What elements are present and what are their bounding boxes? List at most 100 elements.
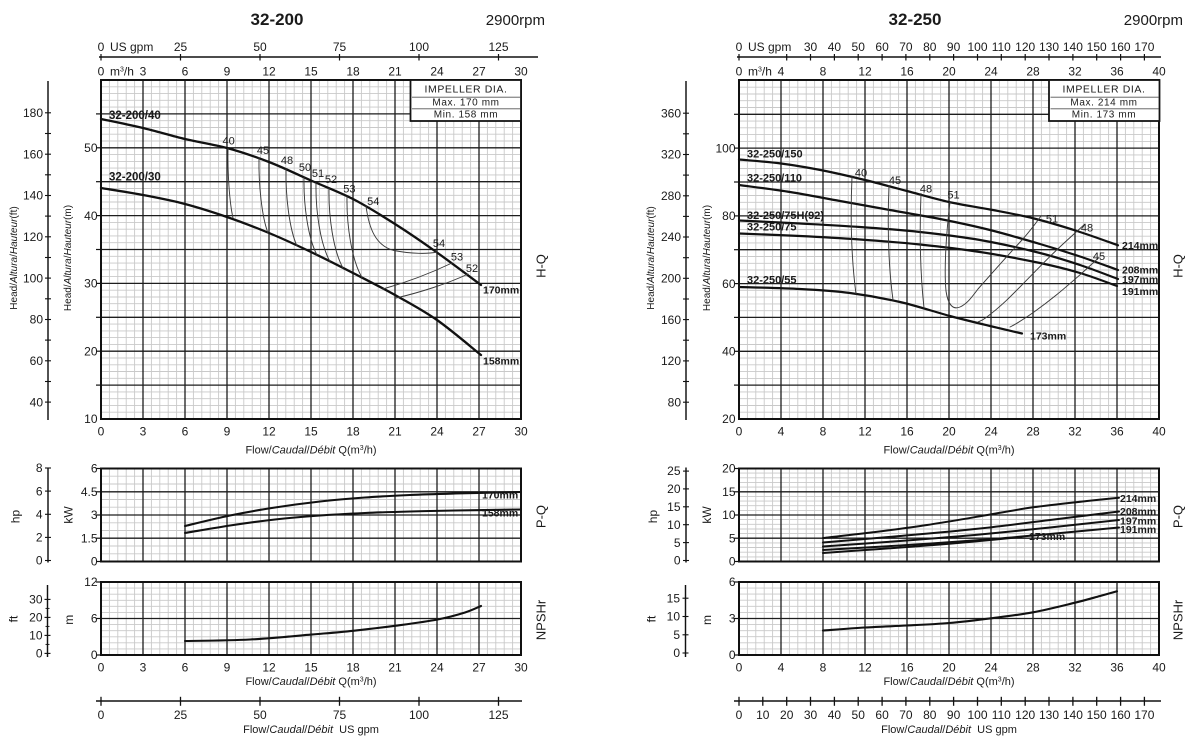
svg-text:158mm: 158mm (483, 356, 519, 368)
svg-text:170: 170 (1134, 708, 1154, 722)
svg-text:10: 10 (667, 518, 681, 532)
svg-text:100: 100 (715, 141, 735, 155)
svg-text:0: 0 (729, 648, 736, 662)
svg-text:51: 51 (1046, 214, 1058, 226)
svg-text:25: 25 (174, 708, 188, 722)
svg-text:m: m (62, 615, 76, 625)
svg-text:0: 0 (36, 554, 43, 568)
svg-text:ft: ft (7, 615, 21, 622)
svg-text:10: 10 (756, 708, 770, 722)
svg-text:21: 21 (388, 425, 402, 439)
svg-text:40: 40 (1152, 661, 1166, 675)
svg-text:50: 50 (852, 708, 866, 722)
svg-text:27: 27 (472, 661, 486, 675)
svg-text:24: 24 (984, 425, 998, 439)
svg-text:Head/Altura/Hauteur(ft): Head/Altura/Hauteur(ft) (646, 206, 657, 309)
svg-text:4: 4 (36, 508, 43, 522)
svg-text:P-Q: P-Q (1170, 505, 1185, 528)
svg-text:20: 20 (667, 482, 681, 496)
svg-text:200: 200 (661, 272, 681, 286)
svg-text:21: 21 (388, 661, 402, 675)
svg-text:ft: ft (645, 615, 659, 622)
svg-text:Flow/Caudal/Débit US gpm: Flow/Caudal/Débit US gpm (243, 724, 379, 736)
svg-text:52: 52 (466, 263, 478, 275)
svg-text:30: 30 (29, 593, 43, 607)
svg-text:0: 0 (98, 65, 105, 79)
svg-text:170mm: 170mm (482, 490, 518, 502)
svg-text:9: 9 (224, 425, 231, 439)
svg-text:40: 40 (828, 40, 842, 54)
svg-text:NPSHr: NPSHr (533, 599, 548, 640)
svg-text:50: 50 (299, 162, 311, 174)
svg-text:120: 120 (1015, 708, 1035, 722)
svg-text:3: 3 (140, 65, 147, 79)
svg-text:51: 51 (947, 189, 959, 201)
svg-text:125: 125 (488, 40, 508, 54)
svg-text:4: 4 (778, 425, 785, 439)
svg-text:160: 160 (661, 313, 681, 327)
svg-text:Min. 158 mm: Min. 158 mm (434, 109, 498, 120)
svg-text:100: 100 (967, 708, 987, 722)
svg-text:32: 32 (1068, 425, 1082, 439)
svg-text:54: 54 (367, 196, 379, 208)
svg-text:6: 6 (36, 484, 43, 498)
svg-text:Head/Altura/Hauteur(m): Head/Altura/Hauteur(m) (63, 205, 74, 311)
svg-text:12: 12 (858, 661, 872, 675)
svg-text:40: 40 (222, 136, 234, 148)
svg-text:0: 0 (673, 646, 680, 660)
svg-text:24: 24 (430, 65, 444, 79)
svg-text:60: 60 (722, 277, 736, 291)
svg-text:32-250: 32-250 (889, 10, 942, 29)
svg-text:27: 27 (472, 425, 486, 439)
svg-text:173mm: 173mm (1029, 531, 1065, 543)
svg-text:160: 160 (1111, 40, 1131, 54)
svg-text:50: 50 (253, 708, 267, 722)
svg-text:m3/h: m3/h (110, 65, 134, 79)
svg-text:24: 24 (430, 425, 444, 439)
svg-text:70: 70 (899, 40, 913, 54)
svg-text:50: 50 (852, 40, 866, 54)
svg-text:12: 12 (84, 575, 98, 589)
svg-text:24: 24 (984, 661, 998, 675)
svg-text:0: 0 (36, 647, 43, 661)
svg-text:3: 3 (91, 508, 98, 522)
svg-text:Flow/Caudal/Débit Q(m3/h): Flow/Caudal/Débit Q(m3/h) (245, 676, 376, 688)
svg-text:40: 40 (1152, 425, 1166, 439)
svg-text:140: 140 (23, 189, 43, 203)
svg-text:150: 150 (1087, 708, 1107, 722)
svg-text:28: 28 (1026, 661, 1040, 675)
svg-text:40: 40 (30, 395, 44, 409)
svg-text:Flow/Caudal/Débit US gpm: Flow/Caudal/Débit US gpm (881, 724, 1017, 736)
svg-text:0: 0 (674, 554, 681, 568)
svg-text:Head/Altura/Hauteur(ft): Head/Altura/Hauteur(ft) (9, 206, 20, 309)
svg-text:20: 20 (722, 412, 736, 426)
svg-text:45: 45 (257, 145, 269, 157)
svg-text:170: 170 (1134, 40, 1154, 54)
svg-text:hp: hp (646, 510, 660, 524)
svg-text:12: 12 (262, 65, 276, 79)
svg-text:0: 0 (736, 40, 743, 54)
svg-text:150: 150 (1087, 40, 1107, 54)
svg-text:6: 6 (182, 661, 189, 675)
svg-text:197mm: 197mm (1122, 274, 1158, 286)
svg-text:50: 50 (84, 141, 98, 155)
svg-text:Max. 214 mm: Max. 214 mm (1070, 97, 1137, 108)
svg-text:191mm: 191mm (1122, 286, 1158, 298)
svg-text:15: 15 (304, 425, 318, 439)
svg-text:15: 15 (667, 592, 681, 606)
svg-text:32-200/40: 32-200/40 (109, 110, 161, 122)
svg-text:16: 16 (900, 661, 914, 675)
svg-text:40: 40 (828, 708, 842, 722)
svg-text:140: 140 (1063, 40, 1083, 54)
svg-text:214mm: 214mm (1120, 493, 1156, 505)
svg-text:hp: hp (9, 510, 23, 524)
svg-text:US gpm: US gpm (748, 40, 791, 54)
svg-text:191mm: 191mm (1120, 524, 1156, 536)
svg-text:125: 125 (488, 708, 508, 722)
svg-text:6: 6 (91, 612, 98, 626)
svg-text:18: 18 (346, 661, 360, 675)
svg-text:12: 12 (858, 65, 872, 79)
svg-text:m: m (700, 615, 714, 625)
svg-text:0: 0 (736, 425, 743, 439)
svg-text:130: 130 (1039, 40, 1059, 54)
